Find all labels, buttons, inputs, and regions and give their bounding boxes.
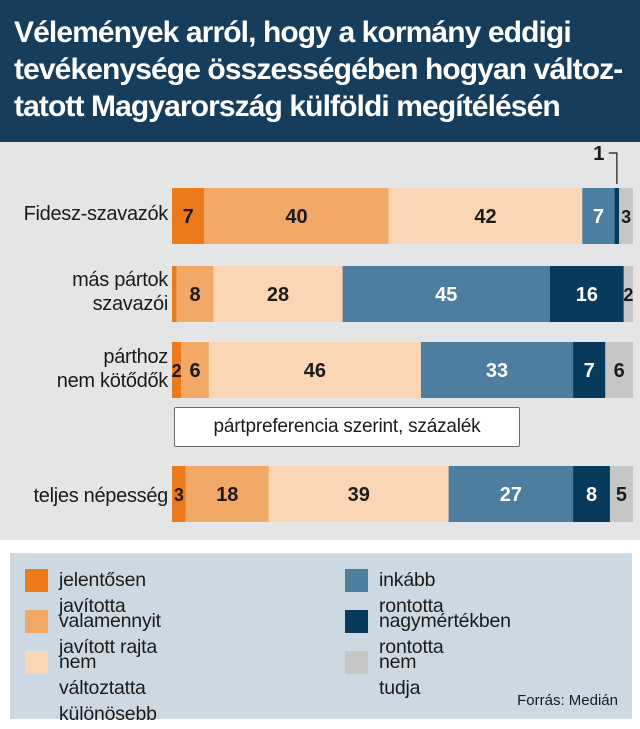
data-label: 40: [285, 206, 307, 228]
bar-parthoz-nem-kotodok-inkabb-rontotta: [420, 342, 574, 398]
legend-label: valamennyit javított rajta: [59, 610, 161, 658]
bar-parthoz-nem-kotodok-nem-tudja: [605, 342, 633, 398]
data-label: 45: [435, 284, 457, 306]
bar-fidesz-szavazok-nagymertekben-rontotta: [614, 188, 620, 244]
data-label: 28: [267, 284, 289, 306]
bar-mas-partok-szavazoi-valamennyit-javitott-rajta: [176, 266, 214, 322]
legend-swatch: [345, 569, 368, 592]
data-label: 27: [500, 484, 522, 506]
chart-header: Vélemények arról, hogy a kormány eddigi …: [0, 0, 640, 142]
data-label: 39: [348, 484, 370, 506]
data-label: 18: [216, 484, 238, 506]
bar-teljes-nepesseg-nem-valtoztatta-kulonosebb-mertekben: [268, 466, 449, 522]
data-label: 46: [304, 360, 326, 382]
data-label: 7: [584, 360, 595, 382]
legend-swatch: [25, 610, 48, 633]
row-label-teljes-nepesseg: teljes népesség: [33, 485, 169, 507]
legend-swatch: [345, 651, 368, 674]
data-label: 3: [174, 485, 184, 505]
bar-teljes-nepesseg-valamennyit-javitott-rajta: [185, 466, 269, 522]
data-label: 2: [172, 361, 182, 381]
data-label: 7: [593, 206, 604, 228]
data-label: 16: [576, 284, 598, 306]
plot-area: 7404271318284516226463376318392785 Fides…: [0, 142, 640, 540]
bar-teljes-nepesseg-nem-tudja: [609, 466, 633, 522]
bar-mas-partok-szavazoi-nem-tudja: [623, 266, 633, 322]
data-label: 8: [586, 484, 597, 506]
bar-mas-partok-szavazoi-nagymertekben-rontotta: [550, 266, 624, 322]
legend-swatch: [25, 569, 48, 592]
data-label: 8: [189, 284, 200, 306]
chart-title: Vélemények arról, hogy a kormány eddigi …: [14, 16, 623, 123]
bar-mas-partok-szavazoi-nem-valtoztatta-kulonosebb-mertekben: [213, 266, 343, 322]
bar-parthoz-nem-kotodok-jelentosen-javitotta: [172, 342, 182, 398]
bar-parthoz-nem-kotodok-nem-valtoztatta-kulonosebb-mertekben: [208, 342, 421, 398]
data-label: 3: [621, 207, 631, 227]
bar-teljes-nepesseg-inkabb-rontotta: [448, 466, 574, 522]
bar-parthoz-nem-kotodok-nagymertekben-rontotta: [573, 342, 606, 398]
legend-swatch: [345, 610, 368, 633]
data-label: 2: [623, 285, 633, 305]
callout-line: [608, 152, 618, 184]
row-label-fidesz: Fidesz-szavazók: [23, 203, 169, 225]
bar-fidesz-szavazok-nem-tudja: [619, 188, 633, 244]
data-label: 33: [486, 360, 508, 382]
bar-teljes-nepesseg-nagymertekben-rontotta: [573, 466, 610, 522]
unit-note: pártpreferencia szerint, százalék: [174, 407, 520, 447]
data-label: 6: [614, 360, 625, 382]
bar-mas-partok-szavazoi-jelentosen-javitotta: [172, 266, 177, 322]
bar-fidesz-szavazok-nem-valtoztatta-kulonosebb-mertekben: [388, 188, 583, 244]
legend: jelentősen javította valamennyit javítot…: [10, 553, 632, 725]
bar-parthoz-nem-kotodok-valamennyit-javitott-rajta: [181, 342, 209, 398]
stacked-bar-chart: 7404271318284516226463376318392785: [172, 143, 633, 522]
data-label: 7: [183, 206, 194, 228]
bar-mas-partok-szavazoi-inkabb-rontotta: [342, 266, 551, 322]
legend-label: inkább rontotta: [379, 569, 444, 617]
legend-label: nem változtatta különösebb mértékben: [59, 651, 157, 725]
legend-label: jelentősen javította: [59, 569, 146, 617]
row-label-mas-partok: más pártok szavazói: [72, 269, 168, 315]
bar-fidesz-szavazok-jelentosen-javitotta: [172, 188, 205, 244]
legend-swatch: [25, 651, 48, 674]
data-label: 5: [616, 484, 627, 506]
data-label: 42: [474, 206, 496, 228]
legend-label: nagymértékben rontotta: [379, 610, 511, 658]
row-label-parthoz-nem-kotodok: párthoz nem kötődők: [56, 346, 169, 392]
bar-fidesz-szavazok-valamennyit-javitott-rajta: [204, 188, 389, 244]
data-label: 1: [593, 143, 604, 165]
data-label: 6: [189, 360, 200, 382]
bar-teljes-nepesseg-jelentosen-javitotta: [172, 466, 186, 522]
source-note: Forrás: Medián: [517, 692, 618, 709]
bar-fidesz-szavazok-inkabb-rontotta: [582, 188, 615, 244]
legend-label: nem tudja: [379, 651, 421, 699]
